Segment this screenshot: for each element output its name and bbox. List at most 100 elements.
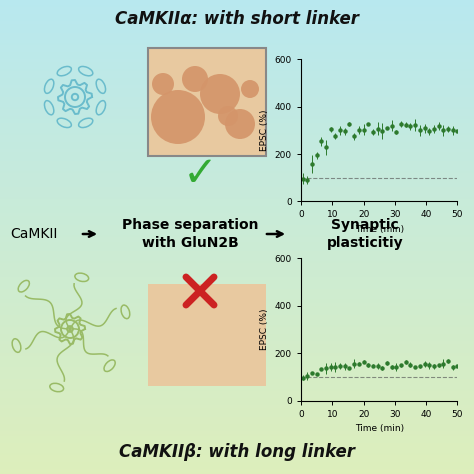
Bar	[0, 306, 474, 308]
Bar	[0, 31, 474, 33]
Bar	[0, 33, 474, 36]
Bar	[0, 424, 474, 427]
Bar	[0, 209, 474, 211]
Bar	[0, 332, 474, 334]
Bar	[0, 116, 474, 118]
Text: Synaptic
plasticitiy: Synaptic plasticitiy	[327, 218, 403, 250]
Bar	[0, 244, 474, 246]
Bar	[0, 62, 474, 64]
Bar	[0, 434, 474, 436]
Bar	[0, 26, 474, 28]
Circle shape	[218, 106, 238, 126]
Bar	[0, 270, 474, 273]
Circle shape	[225, 109, 255, 139]
Bar	[0, 465, 474, 467]
Bar	[0, 396, 474, 398]
Bar	[0, 168, 474, 171]
Bar	[0, 339, 474, 341]
Bar	[0, 182, 474, 185]
Bar	[0, 211, 474, 213]
Bar	[0, 118, 474, 121]
Bar	[0, 28, 474, 31]
Bar	[0, 422, 474, 424]
Bar	[0, 431, 474, 434]
Bar	[0, 220, 474, 223]
Bar	[0, 427, 474, 429]
Bar	[0, 187, 474, 190]
Bar	[0, 419, 474, 422]
Bar	[0, 100, 474, 102]
Text: Phase separation
with GluN2B: Phase separation with GluN2B	[122, 218, 258, 250]
Bar	[0, 401, 474, 403]
Bar	[0, 190, 474, 192]
Bar	[0, 315, 474, 318]
Bar	[0, 282, 474, 284]
Bar	[0, 265, 474, 268]
Bar	[0, 438, 474, 441]
Text: CaMKII: CaMKII	[10, 227, 57, 241]
Bar	[0, 273, 474, 275]
Bar	[148, 284, 266, 386]
Bar	[0, 156, 474, 159]
Bar	[0, 69, 474, 71]
Bar	[0, 178, 474, 180]
Bar	[0, 121, 474, 123]
Bar	[0, 450, 474, 453]
Bar	[0, 348, 474, 351]
Bar	[0, 12, 474, 14]
Circle shape	[152, 73, 174, 95]
Bar	[0, 206, 474, 209]
Bar	[0, 97, 474, 100]
Circle shape	[241, 80, 259, 98]
Bar	[0, 47, 474, 50]
Bar	[0, 40, 474, 43]
Bar	[0, 21, 474, 24]
Bar	[0, 164, 474, 166]
Bar	[0, 367, 474, 370]
Bar	[0, 104, 474, 107]
Bar	[0, 329, 474, 332]
Bar	[0, 386, 474, 389]
Y-axis label: EPSC (%): EPSC (%)	[260, 109, 269, 151]
Bar	[0, 263, 474, 265]
Bar	[0, 363, 474, 365]
Bar	[0, 145, 474, 147]
Bar	[0, 268, 474, 270]
Bar	[0, 249, 474, 251]
Bar	[0, 71, 474, 73]
Bar	[0, 294, 474, 296]
Bar	[0, 171, 474, 173]
Bar	[0, 448, 474, 450]
Bar	[0, 90, 474, 92]
X-axis label: Time (min): Time (min)	[355, 424, 404, 433]
Bar	[0, 239, 474, 242]
Bar	[0, 50, 474, 52]
Bar	[0, 213, 474, 216]
Bar	[0, 251, 474, 254]
Bar	[0, 344, 474, 346]
Bar	[0, 337, 474, 339]
Bar	[0, 192, 474, 194]
Bar	[0, 38, 474, 40]
Bar	[0, 59, 474, 62]
Bar	[0, 301, 474, 303]
Bar	[0, 216, 474, 218]
Bar	[0, 469, 474, 472]
Bar	[0, 159, 474, 161]
Bar	[0, 436, 474, 438]
Bar	[0, 403, 474, 405]
Bar	[0, 346, 474, 348]
Bar	[0, 261, 474, 263]
Bar	[0, 135, 474, 137]
Bar	[0, 358, 474, 360]
Bar	[0, 235, 474, 237]
Bar	[0, 289, 474, 292]
Bar	[0, 320, 474, 322]
Bar	[0, 310, 474, 313]
Bar	[0, 246, 474, 249]
Text: CaMKIIβ: with long linker: CaMKIIβ: with long linker	[119, 443, 355, 461]
Bar	[0, 24, 474, 26]
Bar	[0, 374, 474, 377]
Bar	[0, 412, 474, 415]
Bar	[0, 199, 474, 201]
